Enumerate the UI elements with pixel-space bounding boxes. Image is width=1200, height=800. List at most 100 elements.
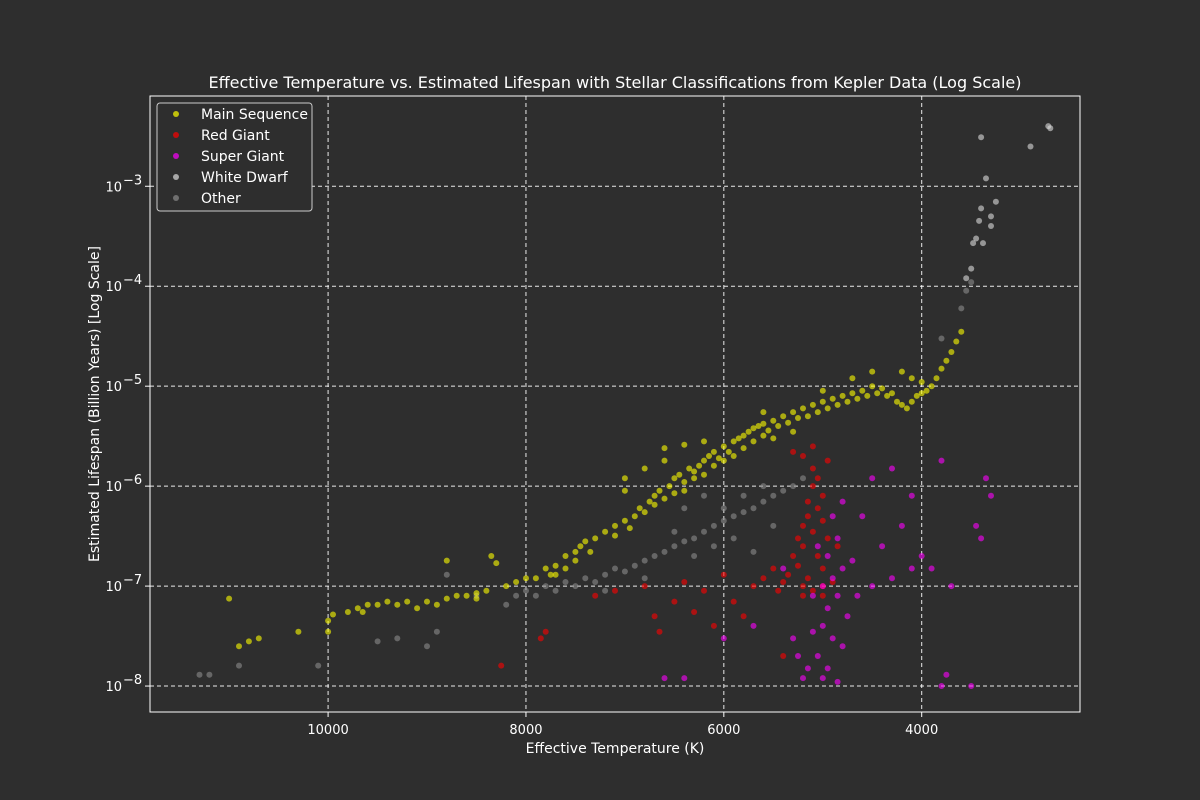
red-giant-point: [710, 622, 717, 629]
super-giant-point: [854, 592, 861, 599]
super-giant-point: [824, 605, 831, 612]
red-giant-point: [814, 505, 821, 512]
other-point: [315, 662, 322, 669]
main-sequence-point: [626, 525, 633, 532]
main-sequence-point: [701, 457, 707, 464]
other-point: [631, 562, 638, 569]
super-giant-point: [809, 592, 816, 599]
main-sequence-point: [433, 601, 440, 608]
red-giant-point: [691, 609, 698, 615]
other-point: [671, 543, 678, 550]
other-point: [671, 528, 678, 535]
other-point: [760, 498, 767, 505]
main-sequence-point: [804, 413, 811, 420]
super-giant-point: [918, 553, 925, 559]
main-sequence-point: [701, 471, 707, 478]
main-sequence-point: [844, 398, 851, 405]
main-sequence-point: [621, 475, 628, 482]
other-point: [710, 543, 717, 550]
super-giant-point: [819, 583, 826, 590]
main-sequence-point: [404, 598, 411, 605]
main-sequence-point: [631, 513, 638, 520]
main-sequence-point: [943, 357, 950, 364]
main-sequence-point: [770, 417, 777, 424]
red-giant-point: [720, 571, 727, 578]
red-giant-point: [785, 571, 792, 578]
main-sequence-point: [532, 575, 539, 582]
red-giant-point: [780, 653, 787, 659]
legend-label-red-giant: Red Giant: [201, 128, 270, 144]
red-giant-point: [537, 635, 544, 642]
main-sequence-point: [552, 571, 559, 578]
red-giant-point: [770, 565, 777, 572]
legend-box: [156, 102, 313, 212]
super-giant-point: [968, 683, 975, 689]
red-giant-point: [780, 579, 787, 585]
main-sequence-point: [414, 605, 421, 612]
super-giant-point: [889, 575, 895, 582]
red-giant-point: [656, 628, 663, 635]
red-giant-point: [814, 475, 821, 482]
main-sequence-point: [661, 495, 668, 502]
main-sequence-point: [706, 453, 712, 459]
red-giant-point: [750, 583, 757, 590]
main-sequence-point: [661, 457, 668, 464]
main-sequence-point: [725, 448, 732, 455]
main-sequence-point: [696, 462, 703, 469]
super-giant-point: [661, 675, 668, 682]
red-giant-point: [800, 522, 806, 529]
other-point: [720, 505, 727, 512]
other-point: [433, 628, 440, 635]
red-giant-point: [730, 598, 737, 605]
main-sequence-point: [681, 479, 688, 485]
main-sequence-point: [839, 392, 846, 399]
main-sequence-point: [621, 487, 628, 494]
x-tick-label: 8000: [509, 723, 542, 738]
main-sequence-point: [879, 385, 886, 392]
main-sequence-point: [562, 565, 569, 572]
other-point: [691, 553, 698, 559]
red-giant-point: [612, 587, 618, 594]
red-giant-point: [681, 579, 688, 585]
super-giant-point: [988, 492, 994, 499]
x-tick-label: 10000: [307, 723, 348, 738]
main-sequence-point: [330, 611, 336, 618]
main-sequence-point: [750, 425, 757, 432]
legend-label-other: Other: [201, 191, 241, 207]
y-tick-label-exponent: −6: [123, 473, 142, 488]
main-sequence-point: [765, 427, 772, 434]
y-tick-label-exponent: −4: [123, 273, 142, 288]
y-tick-label-exponent: −7: [123, 573, 142, 588]
y-axis-label: Estimated Lifespan (Billion Years) [Log …: [87, 246, 103, 562]
red-giant-point: [641, 583, 648, 590]
x-tick-label: 4000: [905, 723, 938, 738]
main-sequence-point: [636, 505, 643, 512]
chart-title: Effective Temperature vs. Estimated Life…: [209, 73, 1022, 92]
red-giant-point: [819, 565, 826, 572]
main-sequence-point: [849, 390, 856, 397]
main-sequence-point: [513, 579, 520, 585]
super-giant-point: [938, 683, 945, 689]
x-axis-label: Effective Temperature (K): [526, 741, 705, 757]
other-point: [552, 587, 559, 594]
main-sequence-point: [671, 475, 678, 482]
super-giant-point: [839, 565, 846, 572]
main-sequence-point: [780, 413, 787, 420]
main-sequence-point: [424, 598, 430, 605]
main-sequence-point: [854, 395, 861, 402]
legend-marker-main-sequence: [173, 111, 179, 117]
main-sequence-point: [715, 455, 722, 462]
other-point: [750, 505, 757, 512]
super-giant-point: [983, 475, 989, 482]
legend-marker-white-dwarf: [173, 174, 179, 180]
main-sequence-point: [884, 392, 891, 399]
red-giant-point: [542, 628, 549, 635]
red-giant-point: [819, 492, 826, 499]
super-giant-point: [750, 622, 757, 629]
main-sequence-point: [503, 583, 510, 590]
legend-label-main-sequence: Main Sequence: [201, 107, 308, 123]
main-sequence-point: [710, 462, 717, 469]
other-point: [394, 635, 401, 642]
white-dwarf-point: [973, 235, 980, 242]
y-tick-label: 10: [105, 680, 122, 695]
